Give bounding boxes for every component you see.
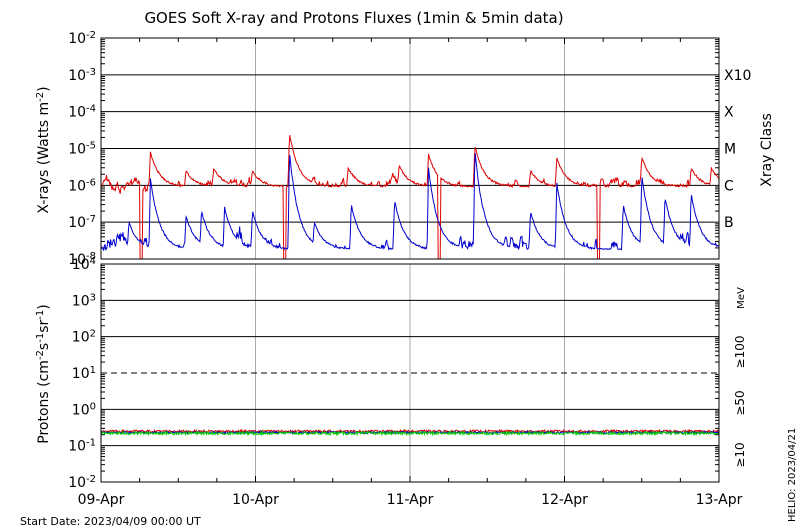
x-tick-label: 11-Apr (387, 492, 434, 508)
proton-channel-labels: ≥100 ≥50 ≥10 (733, 336, 747, 468)
start-date-label: Start Date: 2023/04/09 00:00 UT (20, 515, 201, 528)
proton-ytick-label: 100 (72, 401, 96, 419)
proton-ytick-label: 104 (72, 256, 96, 274)
xray-class-label-x: X (724, 105, 734, 121)
chart-title: GOES Soft X-ray and Protons Fluxes (1min… (144, 9, 563, 27)
x-tick-label: 10-Apr (232, 492, 279, 508)
xray-class-label-m: M (724, 142, 736, 158)
x-tick-label: 13-Apr (696, 492, 743, 508)
xray-ytick-label: 10-3 (68, 66, 96, 84)
xray-class-label-c: C (724, 178, 734, 194)
xray-class-axis-title: Xray Class (759, 113, 775, 187)
proton-unit-label: MeV (736, 287, 747, 309)
proton-series (100, 428, 720, 437)
proton-ytick-label: 103 (72, 292, 96, 310)
xray-ytick-label: 10-4 (68, 103, 96, 121)
xray-ytick-label: 10-7 (68, 214, 96, 232)
xray-ytick-label: 10-5 (68, 140, 96, 158)
xray-class-labels: X10 X M C B (724, 68, 751, 231)
proton-panel: 104 103 102 101 100 10-1 10-2 Protons (cm-2s-1… (35, 256, 748, 492)
xray-class-label-x10: X10 (724, 68, 751, 84)
proton-channel-p50: ≥50 (733, 390, 747, 415)
proton-ytick-label: 10-2 (68, 474, 96, 492)
x-tick-labels: 09-Apr 10-Apr 11-Apr 12-Apr 13-Apr (78, 38, 743, 508)
xray-ytick-label: 10-6 (68, 177, 96, 195)
xray-series-short (100, 153, 720, 251)
proton-ylabel: Protons (cm-2s-1sr-1) (35, 304, 53, 443)
proton-ytick-label: 101 (72, 365, 96, 383)
xray-ylabel: X-rays (Watts m-2) (35, 86, 53, 213)
xray-class-label-b: B (724, 215, 734, 231)
xray-ytick-label: 10-2 (68, 30, 96, 48)
proton-channel-p10: ≥10 (733, 442, 747, 467)
xray-series-long (101, 135, 720, 260)
xray-series (100, 135, 720, 260)
proton-series-p100 (100, 429, 720, 437)
x-tick-label: 12-Apr (541, 492, 588, 508)
proton-ytick-label: 10-1 (68, 437, 96, 455)
proton-ytick-labels: 104 103 102 101 100 10-1 10-2 (68, 256, 96, 492)
proton-grid (101, 264, 719, 482)
proton-ytick-label: 102 (72, 328, 96, 346)
helio-date-label: HELIO: 2023/04/21 (787, 428, 798, 522)
proton-channel-p100: ≥100 (733, 336, 747, 369)
xray-panel: 10-2 10-3 10-4 10-5 10-6 10-7 10-8 X10 X M C B X-r… (35, 30, 776, 269)
x-tick-label: 09-Apr (78, 492, 125, 508)
xray-ytick-label: 10-8 (68, 251, 96, 269)
xray-ytick-labels: 10-2 10-3 10-4 10-5 10-6 10-7 10-8 (68, 30, 96, 269)
